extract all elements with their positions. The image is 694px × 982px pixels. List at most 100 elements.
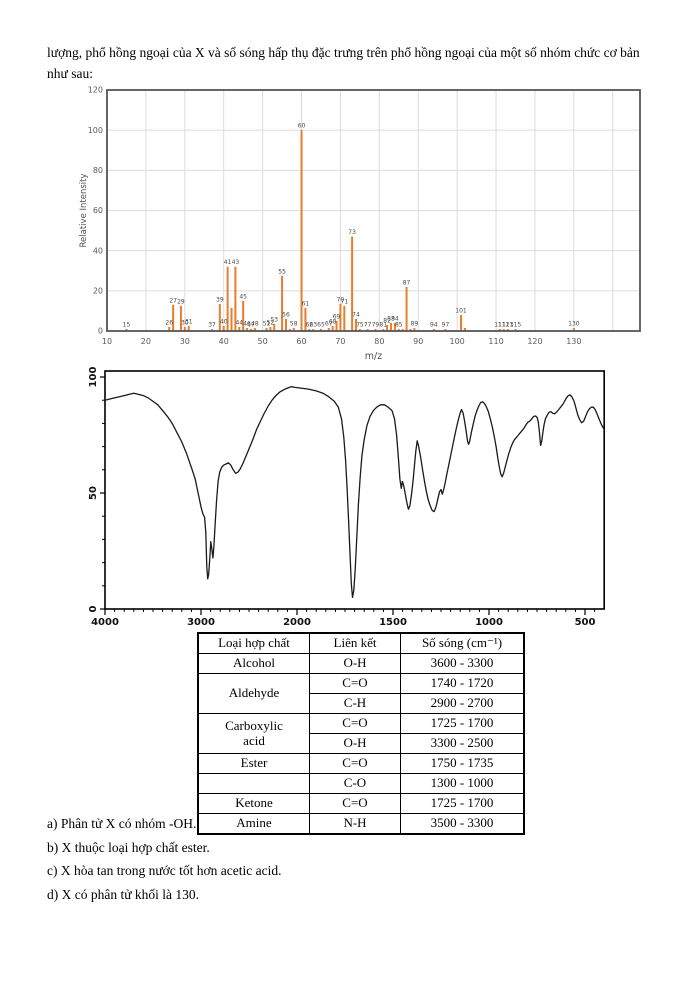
ms-x-tick-label: 30 <box>180 337 190 346</box>
ir-x-tick-label: 4000 <box>91 617 119 628</box>
ms-peak-label: 94 <box>430 321 438 328</box>
ms-x-tick-label: 50 <box>258 337 268 346</box>
ms-peak-label: 29 <box>177 298 185 305</box>
ir-x-tick-label: 3000 <box>187 617 215 628</box>
ms-peak-label: 61 <box>302 300 310 307</box>
ms-peak-label: 51 <box>263 320 271 327</box>
ms-peak-label: 30 <box>181 319 189 326</box>
cell-compound: Alcohol <box>197 653 310 674</box>
table-row: Carboxylic acid C=O 1725 - 1700 <box>197 713 525 754</box>
ms-x-tick-label: 90 <box>413 337 423 346</box>
ir-x-tick-label: 1000 <box>475 617 503 628</box>
table-row: Ketone C=O 1725 - 1700 <box>197 793 525 814</box>
ir-transmittance-curve <box>104 386 605 599</box>
ms-peak-label: 111 <box>494 321 506 328</box>
ms-x-tick-label: 100 <box>450 337 465 346</box>
ms-peak-label: 84 <box>391 315 399 322</box>
ms-peak-label: 39 <box>216 296 224 303</box>
ms-peak-label: 47 <box>247 321 255 328</box>
statement-c: c) X hòa tan trong nước tốt hơn acetic a… <box>47 863 282 878</box>
cell-bond: C=O <box>309 673 401 694</box>
cell-wavenumber: 1300 - 1000 <box>400 773 525 794</box>
cell-wavenumber: 1725 - 1700 <box>400 793 525 814</box>
ms-peak-label: 62 <box>305 321 313 328</box>
ms-y-tick-label: 40 <box>93 246 103 255</box>
table-row: C-O 1300 - 1000 <box>197 773 525 794</box>
ms-y-tick-label: 100 <box>88 126 103 135</box>
ms-peak-label: 87 <box>403 279 411 286</box>
ms-peak-label: 63 <box>309 321 317 328</box>
ms-peak-label: 31 <box>185 318 193 325</box>
ir-x-tick-label: 500 <box>575 617 596 628</box>
table-row: Amine N-H 3500 - 3300 <box>197 813 525 835</box>
ms-peak-label: 26 <box>165 319 173 326</box>
question-intro-text: lượng, phổ hồng ngoại của X và số sóng h… <box>47 45 640 82</box>
ms-peak-label: 53 <box>270 316 278 323</box>
cell-compound: Aldehyde <box>197 673 310 714</box>
table-row: Aldehyde C=O 1740 - 1720 <box>197 673 525 714</box>
cell-bond: N-H <box>309 813 401 835</box>
table-row: Ester C=O 1750 - 1735 <box>197 753 525 774</box>
ir-spectrum-chart: 4000 3000 2000 1500 1000 500 0 50 100 <box>85 366 660 639</box>
ms-peak-label: 71 <box>341 298 349 305</box>
col-header-wavenumber: Số sóng (cm⁻¹) <box>400 632 525 654</box>
cell-wavenumber: 2900 - 2700 <box>400 693 525 714</box>
ms-peak-label: 58 <box>290 320 298 327</box>
statements-block: a) Phân tử X có nhóm -OH. b) X thuộc loạ… <box>47 816 282 910</box>
ms-peak-label: 101 <box>455 307 467 314</box>
statement-b: b) X thuộc loại hợp chất ester. <box>47 839 210 855</box>
ms-x-tick-label: 120 <box>527 337 542 346</box>
ms-peak-label: 68 <box>329 318 337 325</box>
ms-peak-label: 27 <box>169 297 177 304</box>
table-row: C-H 2900 - 2700 <box>198 693 525 714</box>
ms-peak-label: 15 <box>123 321 131 328</box>
ms-peak-label: 45 <box>239 293 247 300</box>
cell-compound <box>197 773 310 794</box>
cell-bond: C=O <box>309 753 401 774</box>
ms-peak-label: 97 <box>442 321 450 328</box>
ms-y-tick-label: 60 <box>93 206 103 215</box>
ms-peak-label: 60 <box>298 123 306 130</box>
statement-d: d) X có phân tử khối là 130. <box>47 886 200 902</box>
ms-peak-label: 89 <box>411 320 419 327</box>
ms-peak-label: 55 <box>278 268 286 275</box>
ms-x-tick-label: 70 <box>335 337 345 346</box>
ms-peak-label: 69 <box>333 313 341 320</box>
ms-y-tick-label: 120 <box>88 86 103 95</box>
ms-peak-label: 82 <box>383 317 391 324</box>
ms-x-axis-label: m/z <box>365 351 382 362</box>
cell-bond: C=O <box>309 713 401 734</box>
cell-wavenumber: 1750 - 1735 <box>400 753 525 774</box>
ms-peak-label: 130 <box>568 320 580 327</box>
ms-peak-label: 74 <box>352 311 360 318</box>
ms-x-tick-label: 10 <box>102 337 112 346</box>
cell-compound: Ketone <box>197 793 310 814</box>
ir-y-tick-label: 50 <box>88 486 99 500</box>
ir-y-tick-label: 0 <box>88 605 99 612</box>
cell-wavenumber: 3500 - 3300 <box>400 813 525 835</box>
ms-x-tick-label: 60 <box>296 337 306 346</box>
ir-x-tick-label: 2000 <box>283 617 311 628</box>
ms-y-axis-label: Relative Intensity <box>79 174 89 248</box>
ms-peak-label: 85 <box>395 321 403 328</box>
ms-y-tick-label: 20 <box>93 287 103 296</box>
ms-peak-label: 46 <box>243 320 251 327</box>
ms-peak-label: 83 <box>387 315 395 322</box>
ms-peak-label: 115 <box>510 321 522 328</box>
ms-peak-label: 70 <box>337 296 345 303</box>
ms-x-tick-label: 130 <box>566 337 581 346</box>
table-row: Alcohol O-H 3600 - 3300 <box>197 653 525 674</box>
ms-peak-label: 77 <box>364 321 372 328</box>
ms-peak-label: 41 <box>224 259 232 266</box>
ms-peak-label: 113 <box>502 321 514 328</box>
ms-peak-label: 40 <box>220 318 228 325</box>
cell-bond: C-H <box>309 693 401 714</box>
ms-y-tick-label: 80 <box>93 166 103 175</box>
ms-x-tick-label: 20 <box>141 337 151 346</box>
cell-wavenumber: 1740 - 1720 <box>400 673 525 694</box>
cell-bond: C=O <box>309 793 401 814</box>
cell-compound: Carboxylic acid <box>197 713 310 754</box>
ir-spectrum-svg: 4000 3000 2000 1500 1000 500 0 50 100 <box>88 367 606 628</box>
statement-a: a) Phân tử X có nhóm -OH. <box>47 816 197 831</box>
